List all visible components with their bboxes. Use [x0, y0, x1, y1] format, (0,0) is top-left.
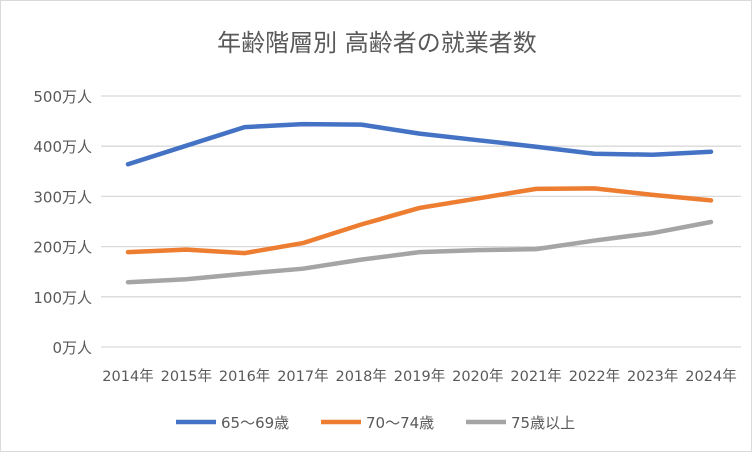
legend-label: 75歳以上 — [511, 414, 575, 432]
x-tick-label: 2022年 — [569, 368, 620, 385]
x-tick-label: 2014年 — [102, 368, 153, 385]
chart-title: 年齢階層別 高齢者の就業者数 — [217, 29, 537, 57]
y-tick-label: 300万人 — [33, 188, 92, 206]
x-tick-label: 2024年 — [685, 368, 736, 385]
y-tick-label: 200万人 — [33, 239, 92, 257]
y-tick-label: 500万人 — [33, 88, 92, 106]
legend-label: 65〜69歳 — [221, 414, 289, 432]
series-line-0 — [128, 124, 711, 164]
x-tick-label: 2018年 — [335, 368, 386, 385]
x-tick-label: 2020年 — [452, 368, 503, 385]
x-tick-label: 2023年 — [627, 368, 678, 385]
x-tick-label: 2019年 — [394, 368, 445, 385]
legend-item: 70〜74歳 — [321, 414, 434, 432]
x-tick-label: 2016年 — [219, 368, 270, 385]
x-tick-label: 2015年 — [161, 368, 212, 385]
legend-item: 65〜69歳 — [176, 414, 289, 432]
y-tick-label: 0万人 — [52, 339, 92, 357]
x-tick-label: 2021年 — [510, 368, 561, 385]
x-tick-label: 2017年 — [277, 368, 328, 385]
y-tick-label: 400万人 — [33, 138, 92, 156]
legend-item: 75歳以上 — [466, 414, 575, 432]
legend-label: 70〜74歳 — [366, 414, 434, 432]
y-tick-label: 100万人 — [33, 289, 92, 307]
series-line-1 — [128, 188, 711, 253]
